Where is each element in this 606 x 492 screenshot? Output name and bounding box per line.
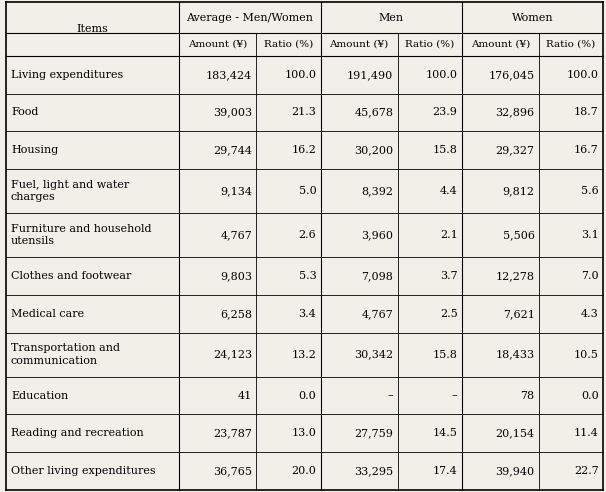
Text: –: –	[452, 391, 458, 400]
Text: 9,803: 9,803	[220, 271, 252, 281]
Text: 7.0: 7.0	[581, 271, 599, 281]
Text: 6,258: 6,258	[220, 308, 252, 319]
Text: 191,490: 191,490	[347, 70, 393, 80]
Text: 7,098: 7,098	[361, 271, 393, 281]
Text: Housing: Housing	[11, 145, 58, 155]
Text: –: –	[388, 391, 393, 400]
Text: Other living expenditures: Other living expenditures	[11, 466, 156, 476]
Text: 3.7: 3.7	[440, 271, 458, 281]
Text: 20.0: 20.0	[291, 466, 316, 476]
Text: 12,278: 12,278	[496, 271, 534, 281]
Text: 78: 78	[521, 391, 534, 400]
Text: 11.4: 11.4	[574, 428, 599, 438]
Text: Furniture and household
utensils: Furniture and household utensils	[11, 224, 152, 246]
Text: 0.0: 0.0	[581, 391, 599, 400]
Text: Ratio (%): Ratio (%)	[546, 40, 596, 49]
Text: 0.0: 0.0	[299, 391, 316, 400]
Text: 32,896: 32,896	[496, 107, 534, 118]
Text: 13.2: 13.2	[291, 350, 316, 360]
Text: 5.3: 5.3	[299, 271, 316, 281]
Text: 17.4: 17.4	[433, 466, 458, 476]
Text: 2.5: 2.5	[440, 308, 458, 319]
Text: 20,154: 20,154	[496, 428, 534, 438]
Text: Living expenditures: Living expenditures	[11, 70, 123, 80]
Text: 8,392: 8,392	[361, 186, 393, 196]
Text: 39,940: 39,940	[496, 466, 534, 476]
Text: 15.8: 15.8	[433, 350, 458, 360]
Text: Ratio (%): Ratio (%)	[405, 40, 454, 49]
Text: 5,506: 5,506	[502, 230, 534, 240]
Text: Amount (¥): Amount (¥)	[471, 40, 530, 49]
Text: Clothes and footwear: Clothes and footwear	[11, 271, 132, 281]
Text: Fuel, light and water
charges: Fuel, light and water charges	[11, 180, 129, 202]
Text: 29,744: 29,744	[213, 145, 252, 155]
Text: 4,767: 4,767	[362, 308, 393, 319]
Text: 30,200: 30,200	[355, 145, 393, 155]
Text: 100.0: 100.0	[425, 70, 458, 80]
Text: 30,342: 30,342	[355, 350, 393, 360]
Text: 41: 41	[238, 391, 252, 400]
Text: 9,812: 9,812	[502, 186, 534, 196]
Text: 183,424: 183,424	[206, 70, 252, 80]
Text: 176,045: 176,045	[488, 70, 534, 80]
Text: 21.3: 21.3	[291, 107, 316, 118]
Text: 3.1: 3.1	[581, 230, 599, 240]
Text: Medical care: Medical care	[11, 308, 84, 319]
Text: 14.5: 14.5	[433, 428, 458, 438]
Text: 39,003: 39,003	[213, 107, 252, 118]
Text: 5.6: 5.6	[581, 186, 599, 196]
Text: 3.4: 3.4	[299, 308, 316, 319]
Text: 23.9: 23.9	[433, 107, 458, 118]
Text: 23,787: 23,787	[213, 428, 252, 438]
Text: Food: Food	[11, 107, 38, 118]
Text: 4.4: 4.4	[440, 186, 458, 196]
Text: 9,134: 9,134	[220, 186, 252, 196]
Text: Amount (¥): Amount (¥)	[188, 40, 247, 49]
Text: 16.2: 16.2	[291, 145, 316, 155]
Text: Amount (¥): Amount (¥)	[330, 40, 388, 49]
Text: Reading and recreation: Reading and recreation	[11, 428, 144, 438]
Text: 27,759: 27,759	[355, 428, 393, 438]
Text: Transportation and
communication: Transportation and communication	[11, 343, 120, 366]
Text: 22.7: 22.7	[574, 466, 599, 476]
Text: Items: Items	[77, 24, 108, 34]
Text: 13.0: 13.0	[291, 428, 316, 438]
Text: Ratio (%): Ratio (%)	[264, 40, 313, 49]
Text: Men: Men	[379, 13, 404, 23]
Text: 18.7: 18.7	[574, 107, 599, 118]
Text: 33,295: 33,295	[355, 466, 393, 476]
Text: 36,765: 36,765	[213, 466, 252, 476]
Text: 10.5: 10.5	[574, 350, 599, 360]
Text: 7,621: 7,621	[502, 308, 534, 319]
Text: 4.3: 4.3	[581, 308, 599, 319]
Text: 4,767: 4,767	[221, 230, 252, 240]
Text: 16.7: 16.7	[574, 145, 599, 155]
Text: 24,123: 24,123	[213, 350, 252, 360]
Text: Education: Education	[11, 391, 68, 400]
Text: 100.0: 100.0	[284, 70, 316, 80]
Text: 100.0: 100.0	[567, 70, 599, 80]
Text: Women: Women	[511, 13, 553, 23]
Text: 18,433: 18,433	[496, 350, 534, 360]
Text: 5.0: 5.0	[299, 186, 316, 196]
Text: 2.6: 2.6	[299, 230, 316, 240]
Text: Average - Men/Women: Average - Men/Women	[187, 13, 313, 23]
Text: 15.8: 15.8	[433, 145, 458, 155]
Text: 29,327: 29,327	[496, 145, 534, 155]
Text: 2.1: 2.1	[440, 230, 458, 240]
Text: 45,678: 45,678	[355, 107, 393, 118]
Text: 3,960: 3,960	[361, 230, 393, 240]
